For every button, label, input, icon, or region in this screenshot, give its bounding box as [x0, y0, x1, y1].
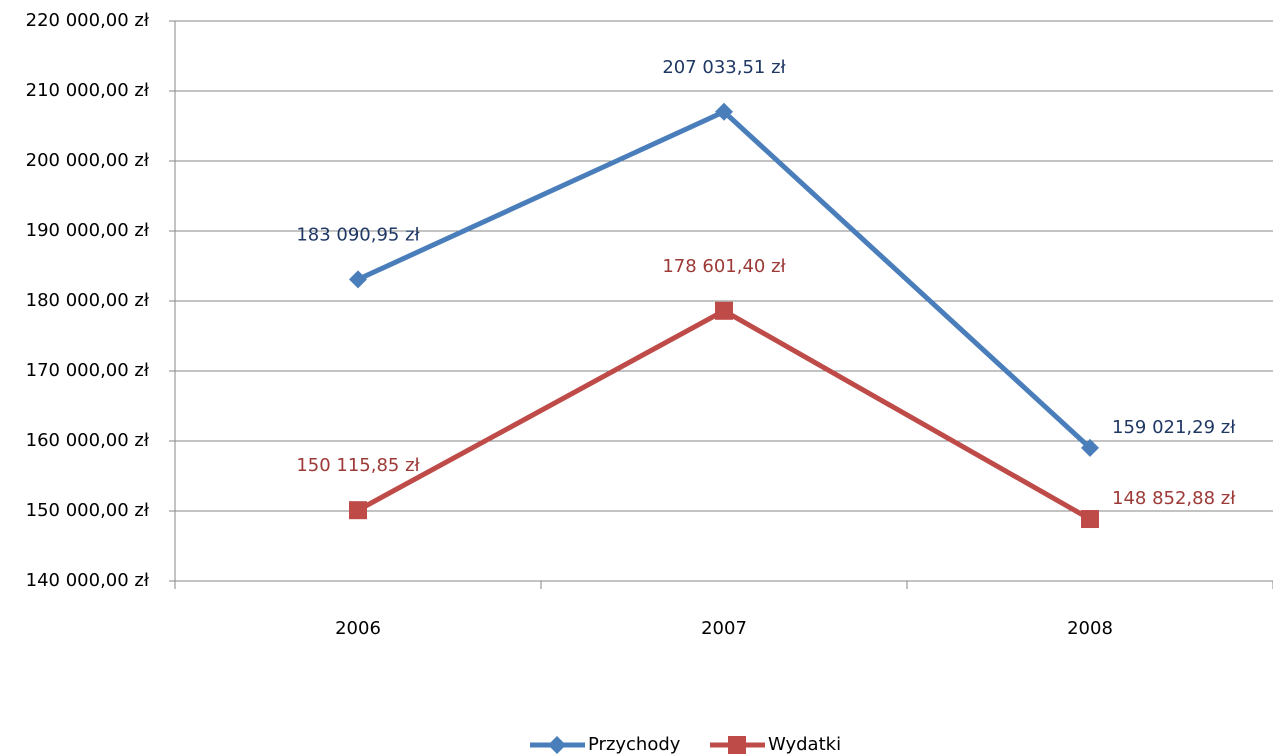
- legend-label: Wydatki: [768, 734, 841, 754]
- series-line: [356, 109, 1092, 450]
- y-tick-label: 220 000,00 zł: [26, 10, 150, 31]
- y-tick-label: 180 000,00 zł: [26, 290, 150, 311]
- x-tick-label: 2008: [1067, 618, 1113, 639]
- data-point: [349, 501, 367, 520]
- x-tick-label: 2006: [335, 618, 381, 639]
- data-point: [349, 270, 367, 289]
- data-point: [715, 102, 733, 121]
- legend-label: Przychody: [588, 734, 681, 754]
- y-tick-label: 200 000,00 zł: [26, 150, 150, 171]
- data-point: [715, 301, 733, 320]
- series-line: [356, 308, 1092, 522]
- data-point: [1081, 510, 1099, 529]
- y-tick-label: 150 000,00 zł: [26, 500, 150, 521]
- data-label: 148 852,88 zł: [1112, 488, 1236, 509]
- y-tick-label: 210 000,00 zł: [26, 80, 150, 101]
- legend-marker: [728, 736, 746, 754]
- y-tick-label: 170 000,00 zł: [26, 360, 150, 381]
- y-tick-label: 140 000,00 zł: [26, 570, 150, 591]
- legend-marker: [548, 736, 566, 754]
- y-tick-label: 190 000,00 zł: [26, 220, 150, 241]
- data-label: 207 033,51 zł: [662, 57, 786, 78]
- y-tick-label: 160 000,00 zł: [26, 430, 150, 451]
- data-label: 159 021,29 zł: [1112, 417, 1236, 438]
- x-tick-label: 2007: [701, 618, 747, 639]
- data-label: 178 601,40 zł: [662, 256, 786, 277]
- data-label: 183 090,95 zł: [296, 224, 420, 245]
- data-label: 150 115,85 zł: [296, 455, 420, 476]
- data-point: [1081, 438, 1099, 457]
